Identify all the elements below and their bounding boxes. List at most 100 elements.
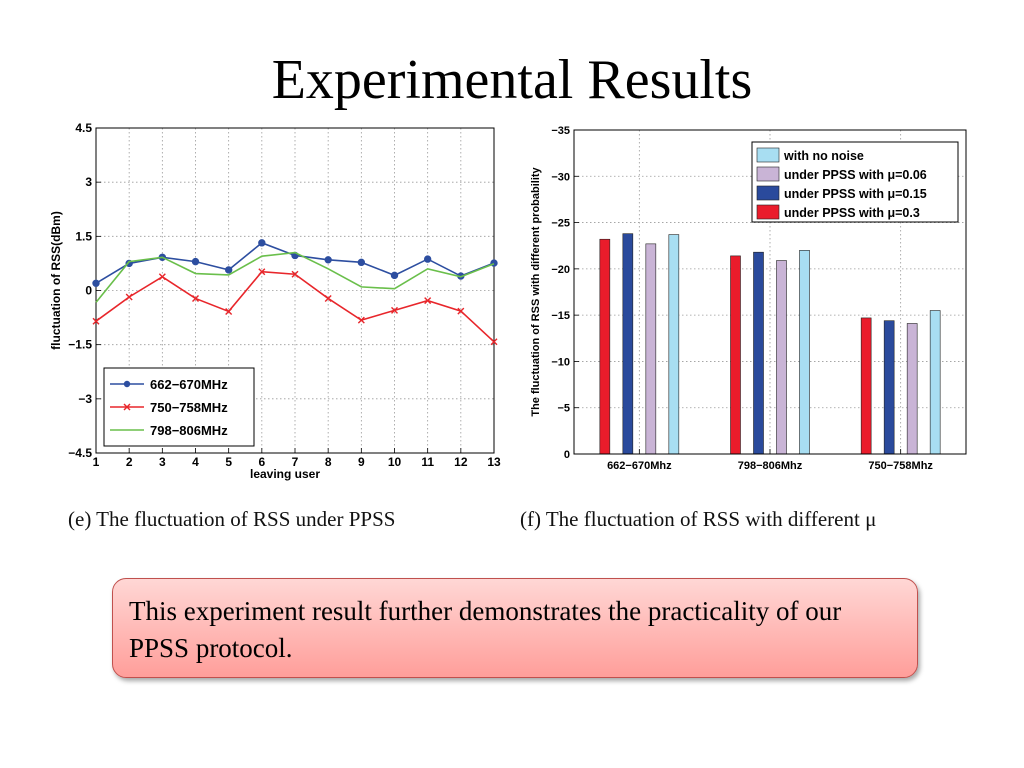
- data-point-stroke: [92, 317, 100, 325]
- bar: [599, 238, 611, 455]
- x-tick-label: 1: [93, 455, 100, 469]
- data-point: [92, 279, 100, 287]
- chart-legend: with no noise under PPSS with μ=0.06 under…: [751, 141, 959, 223]
- bar: [799, 250, 810, 455]
- x-tick-label: 6: [258, 455, 265, 469]
- bar: [883, 320, 895, 455]
- data-point: [324, 256, 332, 264]
- legend-marker: [123, 380, 131, 388]
- plot-frame: [95, 127, 495, 454]
- rss-fluctuation-line-chart: 4.531.50−1.5−3−4.51 2 3 4 5 6 7 8 9 10 11 12 13leavi…: [40, 118, 510, 490]
- x-tick-label: 4: [192, 455, 199, 469]
- data-point-stroke: [291, 270, 299, 278]
- x-tick-label: 5: [225, 455, 232, 469]
- y-tick-label: −4.5: [68, 446, 92, 460]
- x-tick-label: 9: [358, 455, 365, 469]
- y-tick-label: −1.5: [68, 338, 92, 352]
- y-tick-label: 1.5: [75, 229, 92, 243]
- bar: [776, 260, 787, 455]
- legend-item: 662−670MHz: [110, 377, 228, 392]
- data-point-stroke: [225, 307, 233, 315]
- legend-item: with no noise: [756, 147, 864, 163]
- x-tick-label: 11: [421, 455, 434, 469]
- y-tick-label: −15: [551, 310, 570, 322]
- data-point-stroke: [125, 293, 133, 301]
- data-point: [423, 255, 432, 263]
- data-point-stroke: [457, 307, 465, 315]
- data-point: [457, 307, 465, 315]
- legend-label: with no noise: [783, 149, 864, 163]
- caption-figure-e: (e) The fluctuation of RSS under PPSS: [68, 507, 396, 531]
- x-tick-label: 750−758Mhz: [868, 460, 933, 472]
- data-point-stroke: [424, 297, 432, 305]
- plot-frame: [573, 129, 967, 455]
- y-tick-label: 4.5: [75, 121, 92, 135]
- x-tick-label: 798−806Mhz: [738, 460, 803, 472]
- x-tick-label: 10: [388, 455, 402, 469]
- y-tick-label: −25: [551, 218, 570, 230]
- caption-figure-f: (f) The fluctuation of RSS with differen…: [520, 507, 877, 531]
- y-tick-label: −5: [557, 403, 570, 415]
- conclusion-callout: This experiment result further demonstra…: [112, 578, 918, 678]
- bar: [645, 243, 657, 455]
- chart-legend: 662−670MHz 750−758MHz 798−806MHz: [103, 367, 255, 447]
- legend-item: under PPSS with μ=0.15: [756, 185, 927, 201]
- legend-marker: [123, 403, 131, 411]
- legend-label: under PPSS with μ=0.3: [784, 206, 920, 220]
- data-point: [357, 316, 365, 324]
- data-point: [224, 266, 233, 274]
- y-tick-label: 0: [85, 284, 92, 298]
- y-tick-label: −10: [551, 356, 570, 368]
- bar: [730, 255, 741, 455]
- legend-swatch: [756, 166, 780, 182]
- legend-label: 750−758MHz: [150, 400, 228, 415]
- legend-label: 798−806MHz: [150, 423, 228, 438]
- data-point: [291, 270, 299, 278]
- bar: [668, 234, 680, 455]
- data-point: [424, 297, 432, 305]
- x-axis-label: leaving user: [250, 467, 320, 481]
- data-point-stroke: [158, 273, 166, 281]
- legend-label: under PPSS with μ=0.15: [784, 187, 927, 201]
- bar: [860, 317, 872, 455]
- y-tick-label: −3: [78, 392, 92, 406]
- data-point-stroke: [258, 268, 266, 276]
- legend-swatch: [756, 204, 780, 220]
- x-tick-label: 13: [487, 455, 501, 469]
- data-point: [391, 306, 398, 314]
- data-point-stroke: [490, 338, 498, 346]
- x-tick-label: 7: [292, 455, 299, 469]
- y-tick-label: 3: [85, 175, 92, 189]
- data-point: [225, 307, 233, 315]
- y-axis-label: The fluctuation of RSS with different pr…: [530, 166, 542, 416]
- bar: [929, 310, 941, 455]
- data-point-stroke: [391, 306, 398, 314]
- data-point: [192, 294, 199, 302]
- data-point: [191, 257, 200, 266]
- legend-label: under PPSS with μ=0.06: [784, 168, 927, 182]
- legend-box: [751, 141, 959, 223]
- data-point: [158, 273, 166, 281]
- y-tick-label: 0: [564, 449, 570, 461]
- y-tick-label: −35: [551, 125, 570, 137]
- slide-title: Experimental Results: [271, 49, 753, 111]
- legend-item: 750−758MHz: [110, 400, 228, 415]
- y-tick-label: −20: [551, 264, 570, 276]
- data-point: [125, 293, 133, 301]
- legend-label: 662−670MHz: [150, 377, 228, 392]
- data-point: [258, 268, 266, 276]
- x-tick-label: 12: [454, 455, 468, 469]
- data-point-stroke: [192, 294, 199, 302]
- rss-probability-bar-chart: −35 −30 −25 −20 −15 −10 −5 0 662−670Mhz 798−806Mh…: [520, 118, 975, 480]
- data-point: [258, 239, 266, 247]
- x-tick-label: 8: [325, 455, 332, 469]
- x-tick-label: 2: [126, 455, 133, 469]
- legend-item: under PPSS with μ=0.3: [756, 204, 920, 220]
- legend-item: 798−806MHz: [110, 423, 228, 438]
- y-axis-label: fluctuation of RSS(dBm): [49, 211, 63, 350]
- data-point: [92, 317, 100, 325]
- data-point: [357, 258, 366, 267]
- data-point-stroke: [357, 316, 365, 324]
- x-tick-label: 3: [159, 455, 166, 469]
- bar: [753, 251, 764, 455]
